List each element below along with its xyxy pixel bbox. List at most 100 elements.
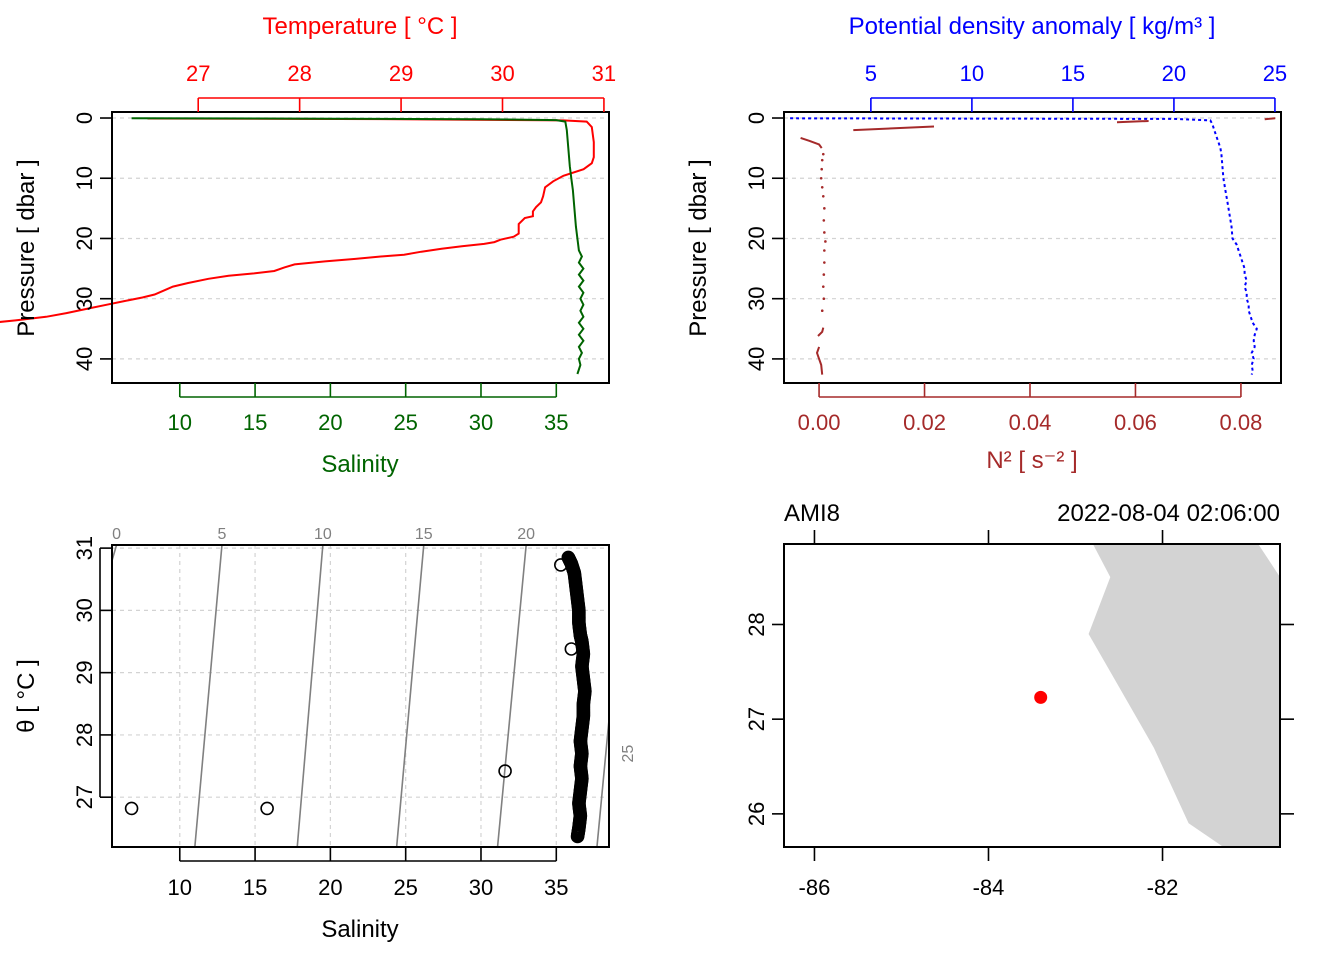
p2-top-tick-label: 5 (865, 61, 877, 86)
p4-y-tick-label: 26 (744, 802, 769, 826)
p1-bottom-tick-label: 35 (544, 410, 568, 435)
panel3-axes: 10 15 20 25 30 35 27 28 29 30 31 (72, 536, 569, 900)
n2-point (820, 158, 824, 162)
ts-salinity-axis-title: Salinity (321, 916, 398, 943)
ts-point (570, 829, 585, 844)
p3-y-tick-label: 30 (72, 598, 97, 622)
p3-x-tick-label: 15 (243, 875, 267, 900)
p1-top-tick-label: 27 (186, 61, 210, 86)
p2-y-tick-label: 30 (744, 286, 769, 310)
n2-segment (800, 136, 823, 149)
pressure-axis-title-2: Pressure [ dbar ] (685, 159, 712, 336)
isopycnal-line (496, 545, 527, 847)
panel2-frame (783, 111, 1282, 384)
isopycnal-label: 5 (217, 526, 226, 543)
temperature-axis-title: Temperature [ °C ] (263, 13, 458, 40)
p2-bottom-tick-label: 0.02 (903, 410, 946, 435)
p3-y-tick-label: 31 (72, 536, 97, 560)
density-n2-profile-panel: 0 10 20 30 40 5 10 15 20 25 0.00 0.02 0.04 0.06 0.08 P… (685, 13, 1287, 474)
temperature-profile-line (0, 117, 595, 323)
n2-segment (817, 327, 825, 337)
p3-x-tick-label: 35 (544, 875, 568, 900)
p3-x-tick-label: 30 (469, 875, 493, 900)
ts-point (260, 801, 274, 816)
p3-x-tick-label: 10 (168, 875, 192, 900)
p3-y-tick-label: 28 (72, 723, 97, 747)
p4-x-tick-label: -82 (1147, 875, 1179, 900)
isopycnal-label: 10 (314, 526, 332, 543)
panel3-frame (111, 544, 610, 848)
panel1-axes: 0 10 20 30 40 27 28 29 30 31 10 15 20 25 30 35 (72, 61, 616, 435)
n2-point (821, 152, 825, 156)
panel2-axes: 0 10 20 30 40 5 10 15 20 25 0.00 0.02 0.04 0.06 0.08 (744, 61, 1287, 435)
p3-y-tick-label: 27 (72, 785, 97, 809)
panel3-grid (112, 545, 609, 847)
n2-point (821, 195, 825, 198)
isopycnal-line (596, 711, 609, 847)
isopycnal-label: 0 (112, 526, 121, 543)
p1-bottom-tick-label: 20 (318, 410, 342, 435)
isopycnal-label: 15 (415, 526, 433, 543)
p2-top-tick-label: 15 (1061, 61, 1085, 86)
n2-point (823, 231, 826, 234)
p1-y-tick-label: 10 (72, 166, 97, 190)
ts-point (498, 764, 512, 778)
n2-segment (1116, 120, 1149, 124)
n2-point (821, 285, 825, 288)
p1-y-tick-label: 0 (72, 112, 97, 124)
n2-point (820, 309, 824, 313)
p3-x-tick-label: 20 (318, 875, 342, 900)
temperature-salinity-profile-panel: 0 10 20 30 40 27 28 29 30 31 10 15 20 25 30 35 Temperat… (0, 13, 616, 478)
ts-point (124, 801, 139, 816)
isopycnal-line (194, 545, 223, 847)
isopycnal-label: 20 (517, 526, 535, 543)
p2-top-tick-label: 25 (1263, 61, 1287, 86)
n2-point (819, 176, 823, 180)
n2-point (824, 240, 827, 243)
n2-segment (1264, 117, 1276, 121)
n2-point (822, 297, 826, 300)
p2-bottom-tick-label: 0.04 (1009, 410, 1052, 435)
panel1-grid (112, 117, 609, 360)
p1-top-tick-label: 28 (287, 61, 311, 86)
n2-point (822, 219, 826, 222)
p2-bottom-tick-label: 0.06 (1114, 410, 1157, 435)
n2-point (823, 261, 826, 264)
ts-points (124, 550, 592, 844)
p1-top-tick-label: 30 (490, 61, 514, 86)
p2-y-tick-label: 20 (744, 226, 769, 250)
p1-top-tick-label: 29 (389, 61, 413, 86)
ts-diagram-panel: 0 5 10 15 20 25 10 15 20 25 30 35 27 28 29 30 31 Salini… (13, 526, 637, 943)
pressure-axis-title: Pressure [ dbar ] (13, 159, 40, 336)
isopycnal-line (395, 545, 425, 847)
isopycnal-line (296, 545, 324, 847)
p3-y-tick-label: 29 (72, 660, 97, 684)
panel4-axes: -86 -84 -82 26 27 28 (744, 530, 1294, 900)
n2-point (823, 207, 826, 210)
density-profile-line (790, 117, 1258, 375)
p1-y-tick-label: 40 (72, 347, 97, 371)
p2-bottom-tick-label: 0.08 (1220, 410, 1263, 435)
land-polygon (1088, 544, 1280, 847)
p2-bottom-tick-label: 0.00 (798, 410, 841, 435)
p1-top-tick-label: 31 (592, 61, 616, 86)
n2-segment (853, 125, 935, 132)
theta-axis-title: θ [ °C ] (13, 659, 40, 733)
station-map-panel: -86 -84 -82 26 27 28 AMI8 2022-08-04 02:06:00 (744, 500, 1294, 900)
isopycnal-line-group (112, 545, 609, 847)
n2-point (820, 167, 824, 171)
p2-y-tick-label: 40 (744, 347, 769, 371)
station-datetime: 2022-08-04 02:06:00 (1057, 500, 1280, 527)
p2-top-tick-label: 10 (960, 61, 984, 86)
salinity-axis-title: Salinity (321, 451, 398, 478)
p2-y-tick-label: 10 (744, 166, 769, 190)
n2-segment (815, 346, 824, 375)
p2-y-tick-label: 0 (744, 112, 769, 124)
density-axis-title: Potential density anomaly [ kg/m³ ] (849, 13, 1216, 40)
station-marker (1034, 690, 1048, 704)
p1-bottom-tick-label: 15 (243, 410, 267, 435)
n2-point (822, 273, 826, 276)
p1-bottom-tick-label: 30 (469, 410, 493, 435)
p1-bottom-tick-label: 10 (168, 410, 192, 435)
